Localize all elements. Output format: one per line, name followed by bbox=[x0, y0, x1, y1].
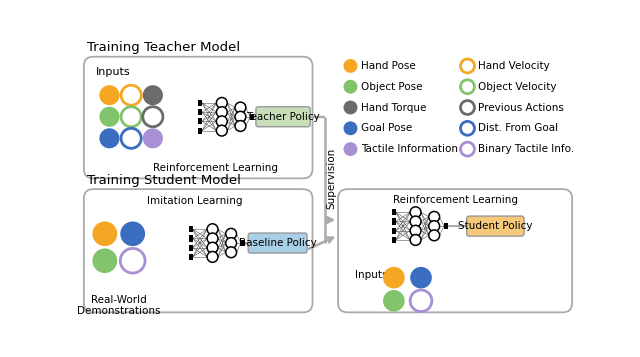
Bar bbox=[392, 237, 396, 243]
Circle shape bbox=[99, 128, 120, 148]
Circle shape bbox=[344, 59, 358, 73]
Text: Dist. From Goal: Dist. From Goal bbox=[478, 123, 559, 133]
Bar bbox=[189, 235, 193, 241]
Circle shape bbox=[216, 116, 227, 127]
Circle shape bbox=[143, 107, 163, 127]
Text: Inputs: Inputs bbox=[355, 270, 388, 280]
Circle shape bbox=[92, 248, 117, 273]
Text: Training Student Model: Training Student Model bbox=[87, 174, 241, 187]
FancyBboxPatch shape bbox=[256, 107, 310, 127]
Circle shape bbox=[121, 107, 141, 127]
Circle shape bbox=[383, 290, 404, 312]
Circle shape bbox=[429, 230, 440, 241]
Circle shape bbox=[121, 128, 141, 148]
Circle shape bbox=[99, 107, 120, 127]
FancyBboxPatch shape bbox=[84, 57, 312, 178]
Circle shape bbox=[226, 238, 237, 248]
Circle shape bbox=[410, 235, 421, 245]
Circle shape bbox=[235, 102, 246, 113]
Bar bbox=[444, 223, 448, 229]
FancyBboxPatch shape bbox=[338, 189, 572, 312]
Circle shape bbox=[207, 252, 218, 262]
Circle shape bbox=[207, 242, 218, 253]
Text: Supervision: Supervision bbox=[326, 148, 337, 209]
Circle shape bbox=[461, 59, 474, 73]
Circle shape bbox=[235, 121, 246, 131]
Circle shape bbox=[121, 85, 141, 105]
Circle shape bbox=[344, 121, 358, 135]
FancyBboxPatch shape bbox=[467, 216, 524, 236]
Text: Baseline Policy: Baseline Policy bbox=[239, 238, 317, 248]
Text: Reinforcement Learning: Reinforcement Learning bbox=[153, 163, 278, 173]
FancyBboxPatch shape bbox=[84, 189, 312, 312]
Circle shape bbox=[143, 85, 163, 105]
Circle shape bbox=[461, 142, 474, 156]
Text: Imitation Learning: Imitation Learning bbox=[147, 196, 243, 206]
Bar bbox=[392, 228, 396, 234]
Circle shape bbox=[216, 125, 227, 136]
Circle shape bbox=[429, 221, 440, 231]
Bar bbox=[198, 127, 202, 134]
Text: Hand Velocity: Hand Velocity bbox=[478, 61, 550, 71]
Text: Inputs: Inputs bbox=[95, 67, 130, 77]
Text: Teacher Policy: Teacher Policy bbox=[246, 112, 320, 122]
Circle shape bbox=[429, 211, 440, 222]
Circle shape bbox=[410, 225, 421, 236]
Bar bbox=[198, 100, 202, 106]
Circle shape bbox=[410, 207, 421, 218]
Bar bbox=[189, 254, 193, 260]
Circle shape bbox=[410, 290, 432, 312]
Bar bbox=[392, 209, 396, 215]
Circle shape bbox=[226, 228, 237, 239]
Text: Goal Pose: Goal Pose bbox=[362, 123, 413, 133]
Circle shape bbox=[207, 233, 218, 244]
Circle shape bbox=[99, 85, 120, 105]
FancyBboxPatch shape bbox=[248, 233, 307, 253]
Text: Tactile Information: Tactile Information bbox=[362, 144, 458, 154]
Circle shape bbox=[216, 97, 227, 108]
Circle shape bbox=[383, 267, 404, 288]
Circle shape bbox=[216, 107, 227, 117]
Circle shape bbox=[344, 142, 358, 156]
Circle shape bbox=[461, 121, 474, 135]
Text: Training Teacher Model: Training Teacher Model bbox=[87, 41, 240, 54]
Text: Binary Tactile Info.: Binary Tactile Info. bbox=[478, 144, 575, 154]
Circle shape bbox=[226, 247, 237, 258]
Bar bbox=[198, 109, 202, 115]
Text: Real-World
Demonstrations: Real-World Demonstrations bbox=[77, 295, 161, 316]
Text: Reinforcement Learning: Reinforcement Learning bbox=[392, 195, 518, 205]
Bar bbox=[250, 114, 254, 120]
Bar bbox=[189, 226, 193, 232]
Text: Student Policy: Student Policy bbox=[458, 221, 532, 231]
Circle shape bbox=[410, 267, 432, 288]
Circle shape bbox=[344, 80, 358, 94]
Circle shape bbox=[120, 221, 145, 246]
Bar bbox=[189, 245, 193, 251]
Text: Hand Torque: Hand Torque bbox=[362, 102, 427, 112]
Bar bbox=[241, 240, 244, 246]
Text: Hand Pose: Hand Pose bbox=[362, 61, 416, 71]
Circle shape bbox=[235, 111, 246, 122]
Circle shape bbox=[120, 248, 145, 273]
Circle shape bbox=[461, 101, 474, 115]
Circle shape bbox=[143, 128, 163, 148]
Circle shape bbox=[461, 80, 474, 94]
Circle shape bbox=[92, 221, 117, 246]
Bar bbox=[392, 218, 396, 225]
Text: Previous Actions: Previous Actions bbox=[478, 102, 564, 112]
Circle shape bbox=[207, 224, 218, 235]
Text: Object Pose: Object Pose bbox=[362, 82, 423, 92]
Text: Object Velocity: Object Velocity bbox=[478, 82, 557, 92]
Bar bbox=[198, 118, 202, 125]
Circle shape bbox=[410, 216, 421, 227]
Circle shape bbox=[344, 101, 358, 115]
